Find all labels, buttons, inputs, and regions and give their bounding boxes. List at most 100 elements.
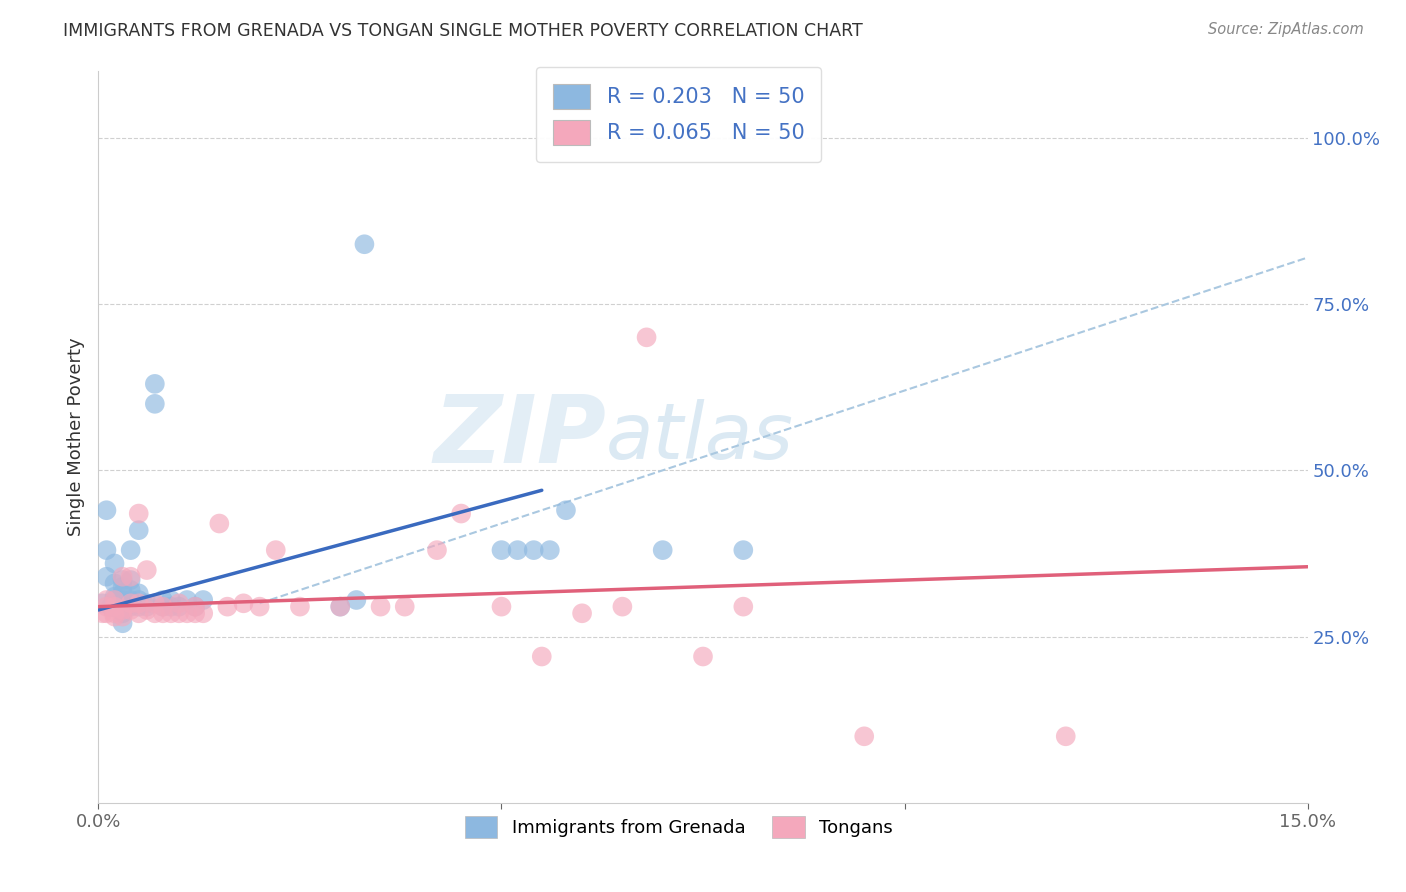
Point [160, 593, 183, 607]
Point [103, 576, 125, 591]
Point [91, 596, 114, 610]
Point [135, 599, 157, 614]
Point [96, 593, 118, 607]
Point [120, 593, 142, 607]
Point [96, 607, 118, 621]
Point [636, 330, 658, 344]
Point [733, 599, 755, 614]
Point [103, 599, 125, 614]
Point [96, 543, 118, 558]
Point [103, 609, 125, 624]
Point [135, 563, 157, 577]
Point [733, 543, 755, 558]
Point [120, 596, 142, 610]
Point [217, 599, 239, 614]
Point [143, 397, 166, 411]
Point [128, 593, 150, 607]
Point [120, 603, 142, 617]
Point [208, 516, 231, 531]
Point [370, 599, 392, 614]
Point [111, 607, 134, 621]
Point [111, 603, 134, 617]
Point [96, 503, 118, 517]
Point [450, 507, 472, 521]
Point [128, 596, 150, 610]
Point [120, 570, 142, 584]
Point [103, 557, 125, 571]
Point [160, 599, 183, 614]
Point [103, 599, 125, 614]
Point [193, 593, 215, 607]
Point [96, 599, 118, 614]
Point [111, 609, 134, 624]
Point [538, 543, 561, 558]
Point [128, 586, 150, 600]
Point [103, 593, 125, 607]
Point [329, 599, 352, 614]
Point [1054, 729, 1077, 743]
Point [135, 596, 157, 610]
Point [176, 593, 198, 607]
Point [120, 582, 142, 597]
Point [152, 599, 174, 614]
Point [692, 649, 714, 664]
Text: ZIP: ZIP [433, 391, 606, 483]
Point [353, 237, 375, 252]
Point [506, 543, 529, 558]
Point [491, 599, 513, 614]
Point [152, 593, 174, 607]
Point [107, 599, 129, 614]
Point [530, 649, 553, 664]
Point [111, 586, 134, 600]
Point [128, 599, 150, 614]
Point [111, 616, 134, 631]
Point [232, 596, 254, 610]
Point [143, 596, 166, 610]
Point [120, 573, 142, 587]
Point [167, 596, 190, 610]
Point [651, 543, 673, 558]
Point [394, 599, 416, 614]
Point [853, 729, 876, 743]
Point [128, 523, 150, 537]
Point [115, 599, 138, 614]
Point [426, 543, 449, 558]
Point [344, 593, 367, 607]
Point [128, 507, 150, 521]
Point [184, 599, 207, 614]
Point [491, 543, 513, 558]
Point [143, 376, 166, 391]
Point [111, 593, 134, 607]
Point [264, 543, 287, 558]
Point [103, 593, 125, 607]
Text: IMMIGRANTS FROM GRENADA VS TONGAN SINGLE MOTHER POVERTY CORRELATION CHART: IMMIGRANTS FROM GRENADA VS TONGAN SINGLE… [63, 22, 863, 40]
Point [612, 599, 634, 614]
Point [143, 607, 166, 621]
Point [555, 503, 578, 517]
Point [91, 607, 114, 621]
Point [571, 607, 593, 621]
Point [193, 607, 215, 621]
Point [103, 607, 125, 621]
Point [167, 599, 190, 614]
Point [184, 599, 207, 614]
Point [120, 543, 142, 558]
Point [100, 599, 122, 614]
Point [176, 607, 198, 621]
Point [160, 607, 183, 621]
Point [523, 543, 546, 558]
Point [135, 603, 157, 617]
Point [120, 599, 142, 614]
Point [96, 570, 118, 584]
Point [249, 599, 271, 614]
Point [152, 607, 174, 621]
Point [184, 607, 207, 621]
Point [128, 607, 150, 621]
Point [167, 607, 190, 621]
Text: Source: ZipAtlas.com: Source: ZipAtlas.com [1208, 22, 1364, 37]
Point [152, 599, 174, 614]
Point [329, 599, 352, 614]
Text: atlas: atlas [606, 399, 794, 475]
Legend: Immigrants from Grenada, Tongans: Immigrants from Grenada, Tongans [457, 808, 900, 845]
Y-axis label: Single Mother Poverty: Single Mother Poverty [66, 338, 84, 536]
